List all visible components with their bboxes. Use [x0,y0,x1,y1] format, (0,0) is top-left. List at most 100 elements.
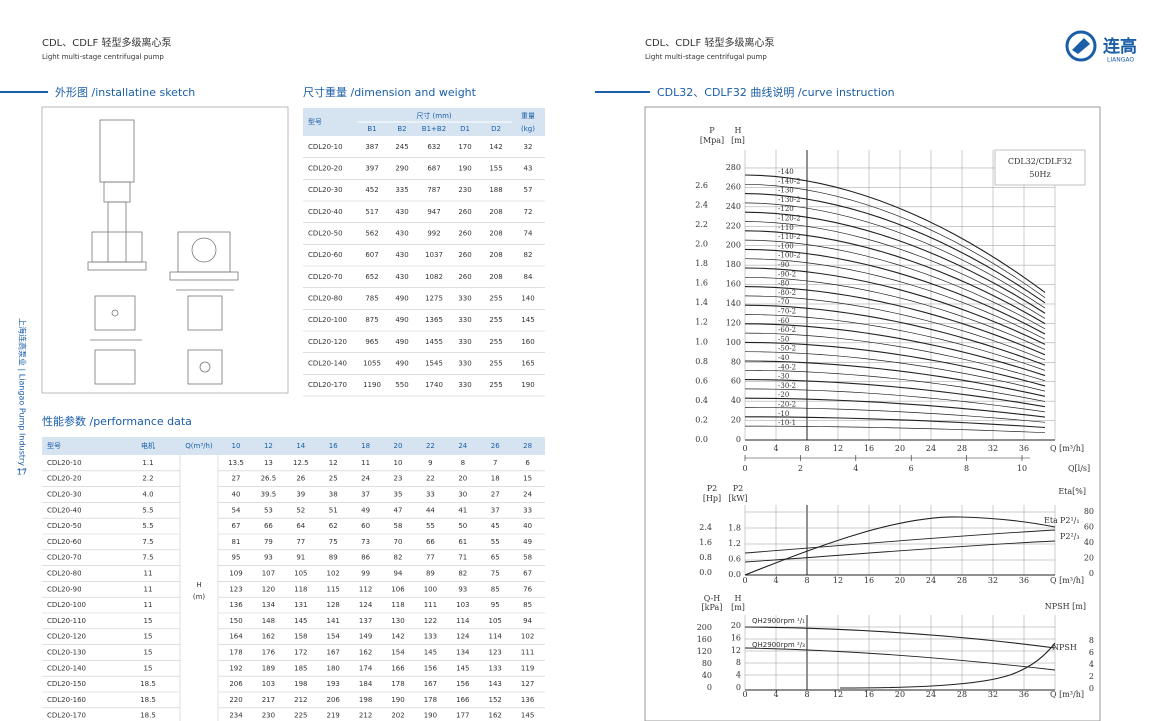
table-cell: 202 [391,712,404,720]
table-cell: 184 [359,680,373,688]
table-cell: 170 [458,143,471,151]
table-cell: 5.5 [142,522,153,530]
table-cell: 114 [489,633,503,641]
header-subtitle: Light multi-stage centrifugal pump [42,53,164,61]
x-tick-label: 10 [1017,464,1027,473]
table-cell: 60 [361,522,370,530]
y-tick-label: 80 [702,659,712,668]
y-tick-label: 60 [1084,523,1094,532]
table-cell: 189 [262,664,275,672]
table-cell: 18 [491,475,500,483]
axis-label: [Hp] [703,494,721,503]
curve [744,416,1046,429]
table-cell: 192 [229,664,242,672]
table-cell: 66 [264,522,273,530]
table-cell: 15 [144,633,153,641]
curve-label: -10 [778,410,789,418]
curve [744,516,1056,576]
table-cell: 45 [491,522,500,530]
y-tick-label: 0.0 [695,435,708,444]
y-tick-label: 100 [726,338,741,347]
y-tick-label: 2.2 [695,220,708,229]
table-cell: 94 [394,570,403,578]
table-cell: 40 [232,491,241,499]
curve-label: -130 [778,187,794,195]
table-cell: 7.5 [142,554,153,562]
curve-label: -20 [778,391,789,399]
y-tick-label: 8 [1089,636,1094,645]
table-cell: 118 [294,585,307,593]
curve [744,407,1046,423]
table-cell: 40 [523,522,532,530]
curve-label: -40 [778,354,789,362]
table-cell: CDL20-70 [308,273,343,281]
curve-label: NPSH [1052,643,1077,652]
table-cell: 632 [427,143,440,151]
table-cell: 15 [523,475,532,483]
logo-en: LIANGAO [1107,57,1134,64]
axis-label: [m] [731,603,745,612]
table-cell: 1275 [425,295,443,303]
table-cell: 77 [426,554,435,562]
table-cell: 15 [144,664,153,672]
table-cell: CDL20-20 [47,475,82,483]
table-cell: CDL20-170 [47,712,86,720]
curve [744,258,1046,340]
x-tick-label: 20 [895,444,905,453]
x-tick-label: 28 [957,444,967,453]
table-cell: 11 [144,601,153,609]
table-cell: 62 [329,522,338,530]
table-cell: 875 [365,316,378,324]
y-tick-label: 0.6 [695,376,708,385]
curve-label: -50-2 [778,345,796,353]
table-cell: 93 [458,585,467,593]
table-cell: 58 [394,522,403,530]
table-cell: 41 [458,506,467,514]
header-cell: 20 [394,442,403,450]
y-tick-label: 0.4 [695,396,708,405]
x-tick-label: 8 [804,444,809,453]
y-tick-label: 220 [726,221,741,230]
table-header-bg [42,437,545,455]
table-cell: 70 [394,538,403,546]
curve [744,332,1046,382]
legend-text: CDL32/CDLF32 [1008,157,1072,166]
axis-label: H [735,126,742,135]
table-cell: 13 [264,459,273,467]
x-tick-label: 16 [864,576,874,585]
curve-label: -60 [778,317,789,325]
table-cell: 260 [458,208,471,216]
table-cell: 57 [524,186,533,194]
table-cell: 7.5 [142,538,153,546]
table-cell: 39.5 [261,491,277,499]
table-cell: 787 [427,186,440,194]
curve [744,626,1056,649]
table-cell: 61 [458,538,467,546]
x-tick-label: 0 [742,464,747,473]
table-cell: 84 [524,273,533,281]
curve [744,202,1046,309]
table-cell: 234 [229,712,243,720]
axis-label: [Mpa] [700,136,724,145]
table-cell: CDL20-140 [308,360,347,368]
y-tick-label: 280 [726,163,741,172]
y-tick-label: 200 [726,241,741,250]
curve-label: -60-2 [778,326,796,334]
axis-label: [m] [731,136,745,145]
curve [744,425,1046,434]
y-tick-label: 160 [697,635,712,644]
table-cell: CDL20-110 [47,617,86,625]
table-cell: 128 [327,601,340,609]
table-cell: 150 [229,617,242,625]
table-cell: 335 [395,186,408,194]
table-cell: 947 [427,208,440,216]
x-tick-label: 4 [853,464,858,473]
header-cell: B1 [367,125,376,133]
table-cell: 119 [521,664,534,672]
table-cell: 562 [365,230,378,238]
table-cell: 188 [489,186,502,194]
y-tick-label: 2.0 [695,240,708,249]
table-cell: 155 [489,165,502,173]
table-cell: 55 [491,538,500,546]
header-cell: D2 [491,125,501,133]
